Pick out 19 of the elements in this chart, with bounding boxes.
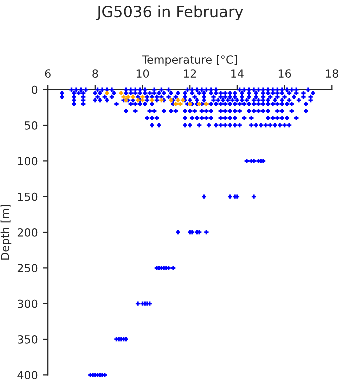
y-tick-label: 400 [18, 371, 38, 380]
x-tick-label: 10 [136, 70, 150, 78]
y-tick-label: 0 [32, 86, 38, 94]
y-tick-label: 200 [18, 228, 38, 237]
chart-title: JG5036 in February [96, 6, 244, 21]
y-tick-label: 150 [18, 192, 38, 202]
x-tick-label: 6 [45, 70, 51, 78]
x-tick-label: 16 [278, 70, 292, 78]
y-tick-label: 100 [18, 157, 38, 166]
x-tick-label: 18 [326, 70, 338, 78]
y-tick-label: 350 [18, 335, 38, 344]
y-tick-label: 300 [18, 300, 38, 308]
x-axis-title: Temperature [°C] [142, 55, 238, 66]
x-tick-label: 8 [92, 70, 98, 78]
y-axis-title: Depth [m] [0, 205, 12, 260]
x-tick-label: 12 [184, 70, 196, 78]
x-tick-label: 14 [232, 70, 244, 78]
y-tick-label: 50 [25, 121, 38, 130]
y-tick-label: 250 [18, 264, 38, 273]
